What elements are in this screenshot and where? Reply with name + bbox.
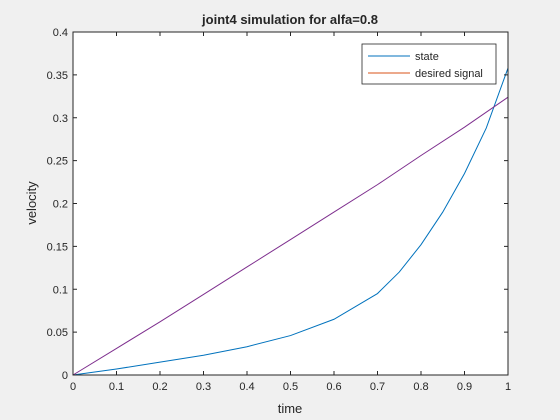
y-tick-label: 0: [62, 370, 68, 382]
x-axis-label: time: [278, 401, 303, 416]
y-tick-label: 0.4: [53, 27, 68, 39]
legend: state desired signal: [361, 43, 497, 85]
x-tick-label: 0.7: [370, 381, 385, 393]
legend-box: [361, 43, 497, 85]
x-tick-label: 0.3: [196, 381, 211, 393]
y-tick-label: 0.1: [53, 284, 68, 296]
x-tick-label: 0.8: [413, 381, 428, 393]
y-axis-label: velocity: [24, 181, 39, 225]
legend-label-state: state: [415, 51, 439, 63]
legend-label-desired: desired signal: [415, 68, 483, 80]
y-ticks: 0 0.05 0.1 0.15 0.2 0.25 0.3 0.35 0.4: [47, 27, 508, 382]
x-tick-label: 0.1: [109, 381, 124, 393]
chart-title: joint4 simulation for alfa=0.8: [201, 12, 378, 27]
x-tick-label: 0.9: [457, 381, 472, 393]
plot-area: [73, 32, 508, 375]
x-tick-label: 0: [70, 381, 76, 393]
x-ticks: 0 0.1 0.2 0.3 0.4 0.5 0.6 0.7 0.8 0.9 1: [70, 32, 511, 393]
y-tick-label: 0.05: [47, 327, 68, 339]
x-tick-label: 0.4: [239, 381, 254, 393]
x-tick-label: 0.6: [326, 381, 341, 393]
y-tick-label: 0.25: [47, 156, 68, 168]
series-line-unlabeled-2: [72, 96, 509, 376]
x-tick-label: 1: [505, 381, 511, 393]
series-line-state: [72, 67, 509, 376]
y-tick-label: 0.2: [53, 199, 68, 211]
x-tick-label: 0.5: [283, 381, 298, 393]
y-tick-label: 0.3: [53, 113, 68, 125]
x-tick-label: 0.2: [152, 381, 167, 393]
y-tick-label: 0.15: [47, 241, 68, 253]
y-tick-label: 0.35: [47, 70, 68, 82]
